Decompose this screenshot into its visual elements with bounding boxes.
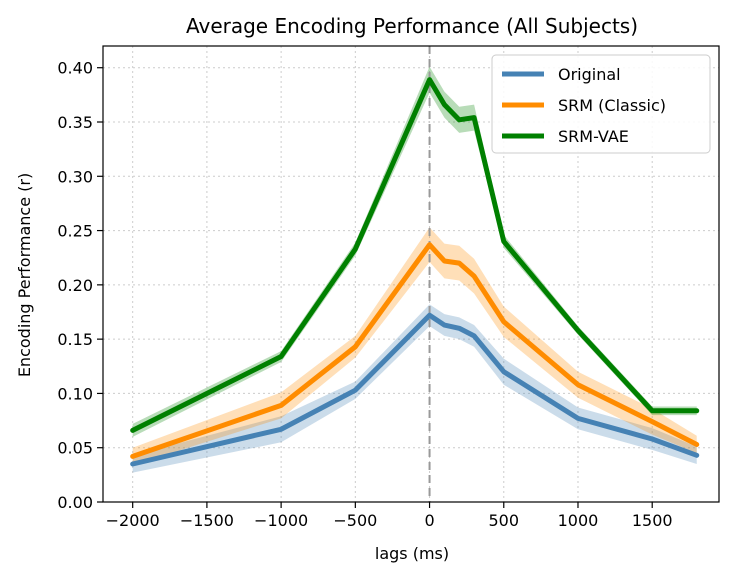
legend: Original SRM (Classic) SRM-VAE — [491, 54, 711, 154]
x-tick-label: −2000 — [106, 511, 160, 530]
y-axis-ticks: 0.00 0.05 0.10 0.15 0.20 0.25 0.30 0.35 0.40 — [57, 59, 103, 512]
x-tick-label: 1000 — [558, 511, 599, 530]
y-tick-label: 0.15 — [57, 330, 93, 349]
x-tick-label: 0 — [424, 511, 434, 530]
x-axis-label: lags (ms) — [375, 544, 449, 563]
y-tick-label: 0.05 — [57, 439, 93, 458]
x-tick-label: −500 — [333, 511, 377, 530]
legend-label-srm-classic: SRM (Classic) — [558, 96, 666, 115]
x-axis-ticks: −2000 −1500 −1000 −500 0 500 1000 1500 — [106, 502, 673, 530]
y-axis-label: Encoding Performance (r) — [15, 173, 34, 377]
line-srm-vae — [130, 77, 700, 433]
x-tick-label: 1500 — [632, 511, 673, 530]
x-tick-label: 500 — [488, 511, 519, 530]
y-tick-label: 0.25 — [57, 222, 93, 241]
line-srm-classic — [130, 242, 700, 459]
chart-title: Average Encoding Performance (All Subjec… — [186, 14, 638, 38]
y-tick-label: 0.35 — [57, 113, 93, 132]
y-tick-label: 0.30 — [57, 167, 93, 186]
plot-frame — [102, 45, 720, 503]
x-tick-label: −1000 — [254, 511, 308, 530]
y-tick-label: 0.40 — [57, 59, 93, 78]
legend-label-srm-vae: SRM-VAE — [558, 127, 629, 146]
legend-box — [491, 54, 711, 154]
y-tick-label: 0.00 — [57, 493, 93, 512]
series-lines — [130, 77, 700, 467]
y-tick-label: 0.20 — [57, 276, 93, 295]
x-tick-label: −1500 — [180, 511, 234, 530]
legend-label-original: Original — [558, 65, 621, 84]
y-tick-label: 0.10 — [57, 384, 93, 403]
line-original — [130, 312, 700, 467]
